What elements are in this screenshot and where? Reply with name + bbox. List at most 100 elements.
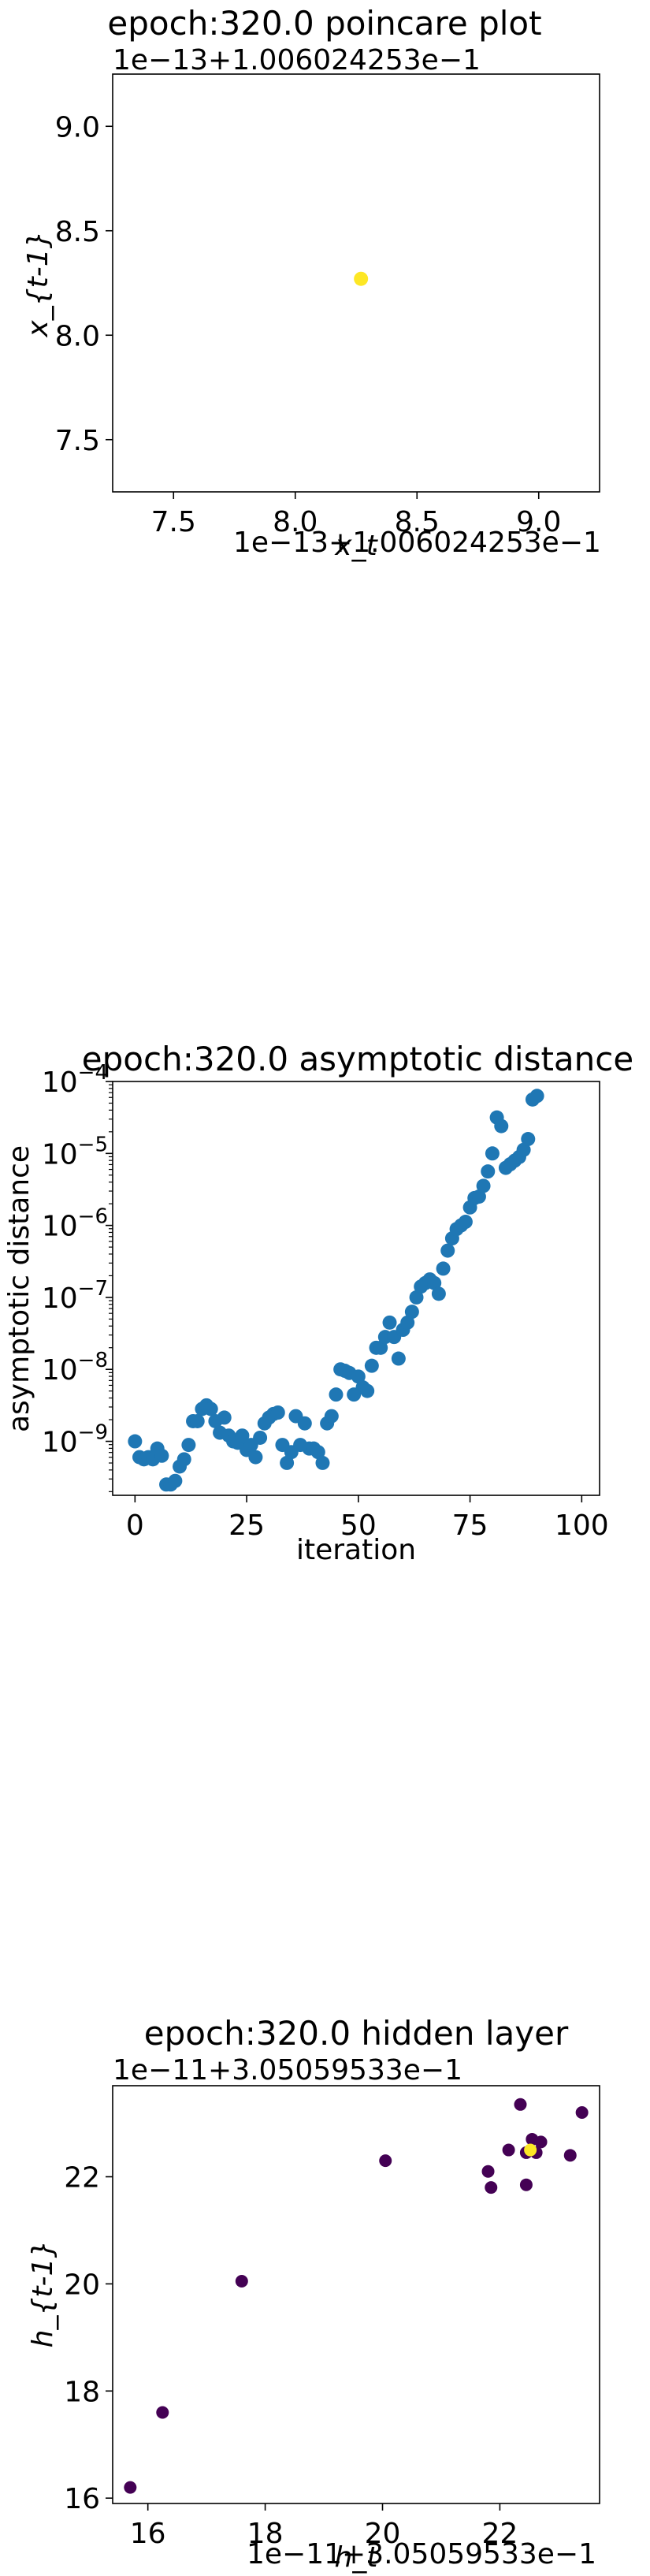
scatter-point — [297, 1416, 312, 1431]
y-tick-label: 7.5 — [55, 425, 100, 457]
scatter-point — [315, 1455, 330, 1470]
scatter-point — [128, 1434, 143, 1449]
y-tick-label: 10−8 — [42, 1349, 108, 1387]
scatter-point — [476, 1178, 491, 1193]
x-tick-label: 16 — [130, 2518, 166, 2550]
scatter-point — [529, 1089, 544, 1104]
scatter-point — [575, 2105, 589, 2119]
marks-group — [124, 2098, 589, 2494]
tick-group: 16 18 20 22 16 18 20 22 — [64, 2162, 518, 2550]
y-tick-label: 16 — [64, 2483, 100, 2515]
x-offset-label: 1e−13+1.006024253e−1 — [233, 527, 601, 559]
scatter-point — [471, 1189, 486, 1204]
x-tick-label: 75 — [452, 1509, 488, 1542]
scatter-point — [360, 1383, 375, 1398]
x-tick-label: 8.0 — [273, 506, 318, 538]
scatter-point — [485, 2181, 498, 2194]
scatter-point — [190, 1413, 205, 1428]
scatter-point — [253, 1430, 268, 1445]
chart-title: epoch:320.0 asymptotic distance — [82, 1040, 633, 1078]
scatter-point — [494, 1119, 509, 1134]
x-tick-label: 8.5 — [395, 506, 440, 538]
marks-group — [128, 1089, 544, 1492]
scatter-point — [436, 1261, 451, 1276]
y-offset-label: 1e−13+1.006024253e−1 — [113, 44, 481, 76]
y-axis-label: asymptotic distance — [3, 1145, 35, 1432]
x-tick-label: 18 — [247, 2518, 284, 2550]
y-tick-label: 10−7 — [42, 1277, 108, 1315]
hidden-layer-chart: epoch:320.0 hidden layer 1e−11+3.0505953… — [27, 2014, 600, 2574]
scatter-point — [217, 1410, 232, 1425]
x-tick-label: 100 — [555, 1509, 609, 1542]
tick-group: 0 25 50 75 100 10−9 10−8 10−7 10−6 10−5 10−4 — [42, 1061, 609, 1542]
x-tick-label: 7.5 — [151, 506, 196, 538]
scatter-point — [382, 1315, 397, 1330]
scatter-point — [427, 1275, 442, 1290]
y-tick-label: 22 — [64, 2162, 100, 2194]
y-tick-label: 10−6 — [42, 1205, 108, 1243]
y-tick-label: 20 — [64, 2269, 100, 2301]
y-tick-label: 9.0 — [55, 111, 100, 143]
chart-title: epoch:320.0 poincare plot — [107, 4, 541, 43]
scatter-point — [124, 2481, 137, 2494]
scatter-point — [409, 1290, 424, 1305]
x-tick-label: 50 — [340, 1509, 377, 1542]
scatter-point — [481, 1164, 496, 1179]
scatter-point — [400, 1315, 415, 1330]
scatter-point — [324, 1409, 339, 1424]
scatter-point — [156, 2406, 169, 2419]
scatter-point — [168, 1473, 183, 1488]
x-tick-label: 0 — [126, 1509, 144, 1542]
scatter-point — [519, 2178, 533, 2191]
scatter-point — [364, 1358, 379, 1373]
scatter-point — [280, 1455, 295, 1470]
scatter-point — [514, 2098, 527, 2111]
scatter-point — [176, 1452, 191, 1467]
scatter-point — [391, 1351, 406, 1366]
y-tick-label: 8.5 — [55, 216, 100, 248]
y-tick-label: 10−9 — [42, 1421, 108, 1459]
scatter-point — [235, 1428, 250, 1443]
x-tick-label: 9.0 — [516, 506, 561, 538]
scatter-point — [481, 2165, 495, 2178]
x-tick-label: 25 — [228, 1509, 265, 1542]
plot-frame — [112, 73, 600, 493]
scatter-point — [404, 1305, 419, 1320]
y-axis-label: h_{t-1} — [27, 2240, 59, 2348]
x-axis-label: iteration — [296, 1534, 416, 1566]
y-tick-label: 18 — [64, 2376, 100, 2408]
scatter-point — [563, 2149, 577, 2162]
y-tick-label: 10−4 — [42, 1061, 108, 1099]
scatter-point — [440, 1243, 455, 1258]
scatter-point — [534, 2135, 548, 2149]
poincare-chart: epoch:320.0 poincare plot 1e−13+1.006024… — [22, 4, 601, 562]
asymptotic-distance-chart: epoch:320.0 asymptotic distance 0 25 50 75 1… — [3, 1040, 633, 1566]
scatter-point — [458, 1215, 473, 1230]
scatter-point — [270, 1405, 285, 1420]
scatter-point — [154, 1448, 169, 1463]
scatter-point — [431, 1286, 446, 1301]
x-axis-label: h_t — [335, 2541, 380, 2574]
y-axis-label: x_{t-1} — [22, 230, 54, 337]
scatter-point — [310, 1445, 325, 1460]
x-offset-label: 1e−11+3.05059533e−1 — [247, 2538, 596, 2570]
plot-frame — [112, 1081, 600, 1496]
x-tick-label: 22 — [482, 2518, 518, 2550]
scatter-point — [502, 2143, 515, 2157]
chart-title: epoch:320.0 hidden layer — [144, 2014, 569, 2053]
scatter-point — [516, 1142, 531, 1157]
marks-group — [354, 271, 369, 286]
scatter-point — [373, 1340, 388, 1355]
y-tick-label: 10−5 — [42, 1133, 108, 1171]
scatter-point — [485, 1146, 500, 1161]
x-axis-label: x_t — [334, 530, 378, 562]
scatter-point — [521, 1132, 536, 1147]
scatter-point — [354, 271, 369, 286]
scatter-point — [524, 2143, 537, 2157]
scatter-point — [203, 1402, 218, 1416]
x-tick-label: 20 — [365, 2518, 401, 2550]
scatter-point — [351, 1369, 366, 1384]
y-offset-label: 1e−11+3.05059533e−1 — [113, 2054, 462, 2086]
scatter-point — [379, 2154, 392, 2168]
